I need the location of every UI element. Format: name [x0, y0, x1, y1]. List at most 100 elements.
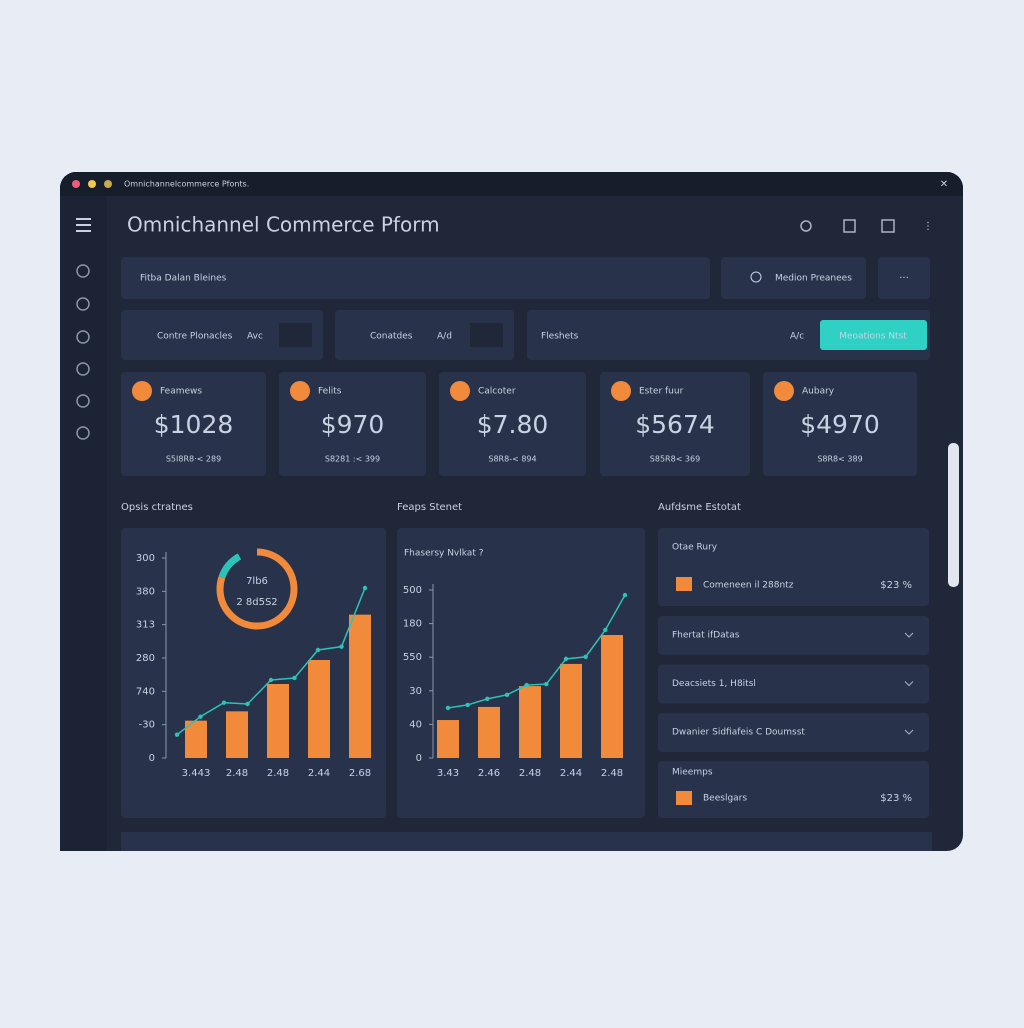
section-title: Opsis ctratnes	[121, 502, 193, 513]
point	[563, 656, 569, 662]
point	[174, 732, 180, 737]
point	[465, 702, 470, 708]
sidebar	[60, 196, 107, 851]
filter[interactable]	[335, 310, 514, 360]
kpi-card	[600, 372, 750, 476]
y-tick-label: -30	[139, 720, 155, 731]
accordion[interactable]	[658, 664, 929, 704]
kpi-sub: S8281 :< 399	[325, 455, 380, 464]
search-text: Fitba Dalan Bleines	[140, 274, 227, 284]
filter[interactable]	[121, 310, 323, 360]
point	[622, 592, 628, 598]
dot[interactable]	[104, 180, 112, 188]
kpi-card	[279, 372, 426, 476]
bar	[226, 711, 248, 758]
point	[292, 675, 297, 681]
dot[interactable]	[88, 180, 96, 188]
kpi-value: $5674	[635, 410, 715, 439]
point	[245, 701, 250, 707]
kpi-icon	[611, 381, 631, 401]
kpi-value: $1028	[154, 410, 234, 439]
y-tick-label: 180	[403, 619, 422, 630]
point	[268, 677, 274, 683]
bar	[519, 686, 541, 758]
more-button[interactable]	[878, 257, 930, 299]
kpi-card	[763, 372, 917, 476]
y-tick-label: 0	[416, 753, 422, 764]
x-tick-label: 2.48	[601, 768, 623, 779]
y-tick-label: 380	[136, 586, 155, 597]
x-tick-label: 2.48	[267, 768, 289, 779]
search-box[interactable]	[121, 257, 710, 299]
icon	[750, 271, 762, 283]
chevron	[904, 632, 914, 638]
bar	[478, 706, 500, 758]
x-tick-label: 2.44	[560, 768, 582, 779]
accordion[interactable]	[658, 616, 929, 655]
button[interactable]	[721, 257, 866, 299]
scrollbar[interactable]	[948, 443, 959, 587]
point	[504, 692, 510, 698]
y-tick-label: 300	[136, 553, 155, 564]
x-tick-label: 2.46	[478, 768, 500, 779]
kpi-sub: S5I8R8·< 289	[166, 455, 221, 464]
kpi-sub: S8R8< 389	[817, 455, 862, 464]
header-icons[interactable]	[800, 219, 895, 233]
action-button[interactable]	[820, 320, 927, 350]
menu-icon[interactable]	[76, 218, 91, 232]
y-tick-label: 550	[403, 652, 422, 663]
sidebar-icons[interactable]	[76, 264, 90, 440]
close[interactable]: ✕	[940, 179, 948, 190]
y-tick-label: 280	[136, 653, 155, 664]
icon	[676, 791, 692, 805]
kpi-icon	[774, 381, 794, 401]
panel-card	[658, 528, 929, 606]
x-tick-label: 3.43	[437, 768, 459, 779]
title-bar	[60, 172, 963, 196]
accordion-label: Deacsiets 1, H8itsl	[672, 679, 756, 689]
more[interactable]: ⋮	[923, 221, 933, 232]
point	[524, 682, 529, 688]
point	[603, 627, 608, 633]
x-tick-label: 2.48	[226, 768, 248, 779]
filter-arrow[interactable]	[470, 323, 503, 347]
action-text: Meoations Ntst	[839, 332, 907, 342]
accordion-label: Dwanier Sidfiafeis C Doumsst	[672, 728, 805, 738]
filter-arrow[interactable]	[279, 323, 312, 347]
bar	[308, 660, 330, 758]
icon	[676, 577, 692, 591]
dot[interactable]	[72, 180, 80, 188]
point	[445, 705, 451, 711]
donut-text: 7lb6	[246, 576, 268, 587]
point	[544, 681, 549, 687]
kpi-sub: S85R8< 369	[650, 455, 700, 464]
item-value: $23 %	[880, 580, 912, 591]
kpi-value: $4970	[800, 410, 880, 439]
point	[315, 647, 321, 653]
point	[198, 714, 203, 719]
footer-value: $23 %	[880, 793, 912, 804]
footer-title: Mieemps	[672, 768, 713, 778]
kpi-icon	[450, 381, 470, 401]
y-tick-label: 40	[409, 719, 422, 730]
x-tick-label: 2.68	[349, 768, 371, 779]
button-text: Medion Preanees	[775, 274, 852, 284]
bar	[560, 663, 582, 758]
chevron	[904, 729, 914, 735]
point	[221, 700, 227, 705]
filter-tag: A/c	[790, 332, 804, 342]
y-tick-label: 740	[136, 686, 155, 697]
y-tick-label: 313	[136, 620, 155, 631]
filter-tag: Avc	[247, 332, 263, 342]
accordion[interactable]	[658, 713, 929, 752]
item-label: Comeneen il 288ntz	[703, 581, 794, 591]
kpi-label: Aubary	[802, 387, 835, 397]
chart-title: Fhasersy Nvlkat ?	[404, 549, 484, 559]
y-tick-label: 30	[409, 686, 422, 697]
section-title: Aufdsme Estotat	[658, 502, 741, 513]
bar	[601, 635, 623, 758]
filter-label: Conatdes	[370, 332, 413, 342]
x-tick-label: 3.443	[182, 768, 211, 779]
ellipsis: ···	[899, 273, 909, 284]
